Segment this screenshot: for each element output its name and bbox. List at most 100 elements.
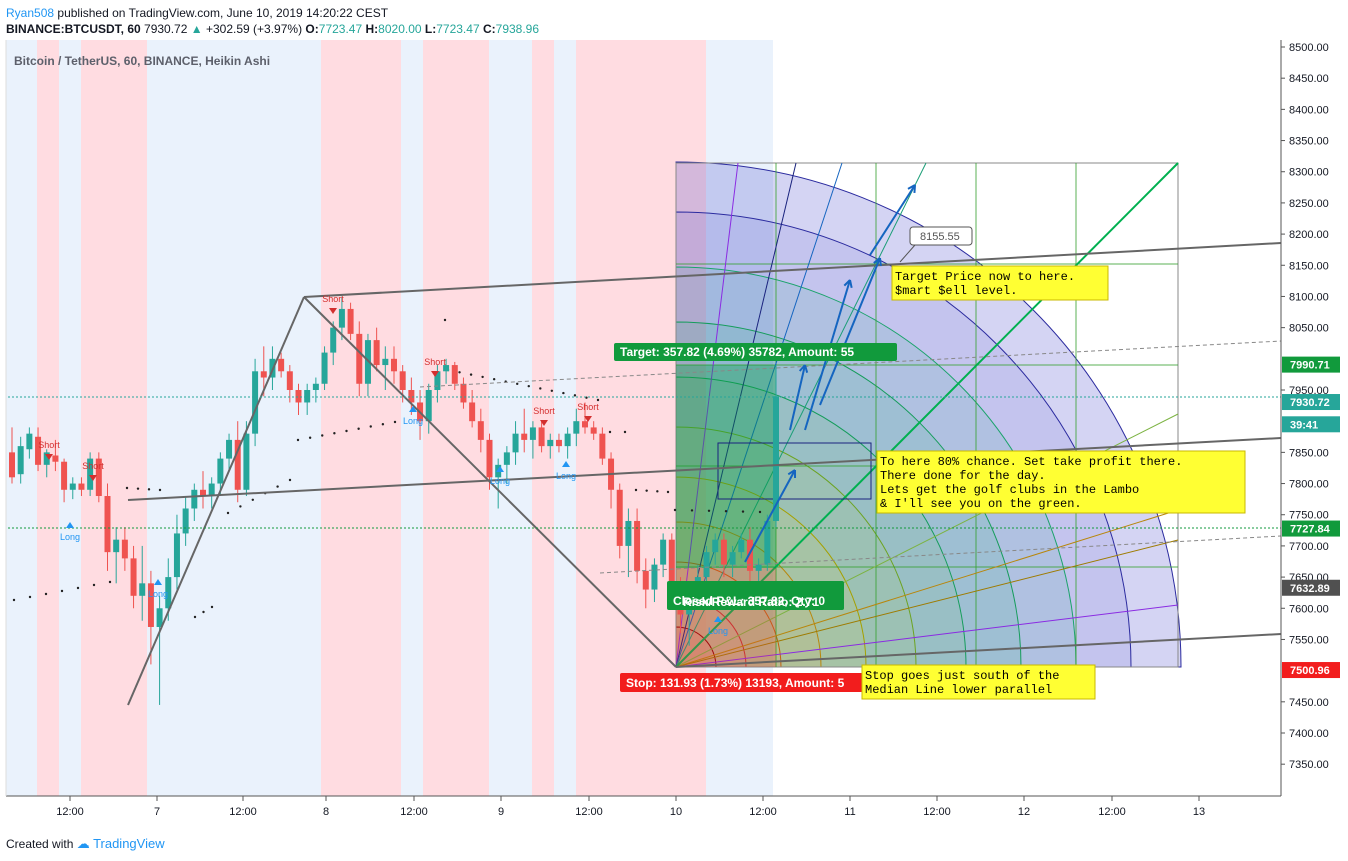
sar-dot bbox=[239, 505, 242, 508]
publish-info: published on TradingView.com, June 10, 2… bbox=[57, 6, 389, 20]
symbol: BINANCE:BTCUSDT, 60 bbox=[6, 22, 141, 36]
sar-dot bbox=[158, 488, 162, 492]
long-signal-label: Long bbox=[403, 416, 423, 426]
candle-body bbox=[460, 383, 467, 403]
candle-body bbox=[755, 564, 762, 571]
candle-body bbox=[616, 489, 623, 546]
time-tick-label: 7 bbox=[154, 806, 160, 818]
candle-body bbox=[17, 446, 24, 475]
short-signal-label: Short bbox=[322, 294, 344, 304]
candle-body bbox=[243, 433, 250, 490]
candle-body bbox=[217, 458, 224, 484]
pitchfork-lines[interactable] bbox=[0, 184, 1281, 706]
long-signal-label: Long bbox=[708, 626, 728, 636]
candle-body bbox=[642, 570, 649, 590]
candle-body bbox=[104, 496, 111, 553]
candle-body bbox=[312, 383, 319, 390]
forecast-arrow bbox=[819, 257, 881, 406]
sar-dot bbox=[136, 487, 140, 490]
sar-dot bbox=[645, 489, 648, 492]
price-tick-label: 7550.00 bbox=[1289, 634, 1329, 646]
short-arrow-icon bbox=[89, 475, 97, 481]
forecast-arrow bbox=[869, 184, 916, 256]
candle-body bbox=[278, 358, 285, 372]
candle-body bbox=[651, 564, 658, 590]
sar-dot bbox=[481, 375, 484, 379]
candle-body bbox=[408, 390, 415, 403]
blue-session-zone bbox=[489, 40, 532, 796]
candle-body bbox=[399, 371, 406, 390]
stop-label: Stop: 131.93 (1.73%) 13193, Amount: 5 bbox=[626, 676, 845, 690]
sar-dot bbox=[707, 509, 711, 512]
note-stop-line: Median Line lower parallel bbox=[865, 683, 1052, 697]
time-tick-label: 12:00 bbox=[400, 806, 428, 818]
time-tick-label: 12 bbox=[1018, 806, 1030, 818]
price-badge-bg bbox=[1282, 520, 1340, 537]
annotations[interactable]: Target: 357.82 (4.69%) 35782, Amount: 55… bbox=[614, 226, 1246, 700]
time-tick-label: 8 bbox=[323, 806, 329, 818]
sar-dot bbox=[550, 389, 554, 392]
forecast-arrow bbox=[789, 364, 806, 431]
close-value: 7938.96 bbox=[495, 22, 540, 36]
long-signal-label: Long bbox=[490, 476, 510, 486]
red-session-zone bbox=[423, 40, 489, 796]
red-session-zone bbox=[37, 40, 59, 796]
candle-body bbox=[156, 608, 163, 627]
candle-body bbox=[61, 461, 68, 490]
fan-ray bbox=[675, 604, 1179, 668]
candle-body bbox=[113, 539, 120, 553]
note-target-price-bg bbox=[891, 265, 1109, 301]
sar-dot bbox=[573, 394, 577, 397]
price-tick-label: 7750.00 bbox=[1289, 510, 1329, 522]
candle-body bbox=[503, 452, 510, 465]
candle-body bbox=[538, 427, 545, 447]
red-session-zone bbox=[81, 40, 147, 796]
open-value: 7723.47 bbox=[318, 22, 363, 36]
sar-dot bbox=[381, 423, 385, 426]
sar-dot bbox=[288, 478, 292, 482]
change-up-icon: ▲ bbox=[190, 22, 203, 36]
sar-dot bbox=[623, 430, 627, 434]
candle-body bbox=[330, 327, 337, 353]
forecast-arrowhead bbox=[798, 364, 809, 373]
sar-dot bbox=[516, 382, 519, 386]
candle-body bbox=[391, 358, 397, 372]
candle-body bbox=[634, 520, 641, 571]
short-signal-label: Short bbox=[82, 461, 104, 471]
candle-body bbox=[347, 308, 354, 334]
target-label-bg bbox=[614, 343, 897, 361]
time-tick-label: 12:00 bbox=[1098, 806, 1126, 818]
candle-body bbox=[121, 539, 128, 559]
price-tick-label: 8350.00 bbox=[1289, 136, 1329, 148]
sar-dot bbox=[666, 490, 670, 494]
candle-body bbox=[200, 489, 206, 497]
author-link[interactable]: Ryan508 bbox=[6, 6, 55, 20]
sar-dot bbox=[357, 427, 360, 430]
candle-body bbox=[226, 439, 233, 459]
candle-body bbox=[590, 427, 597, 434]
sar-dot bbox=[345, 429, 348, 433]
short-arrow-icon bbox=[431, 371, 439, 377]
note-target-price-line: $mart $ell level. bbox=[895, 284, 1017, 298]
publish-line: Ryan508 published on TradingView.com, Ju… bbox=[6, 6, 388, 20]
sar-dot bbox=[210, 605, 214, 609]
candle-body bbox=[477, 421, 484, 440]
time-tick-label: 13 bbox=[1193, 806, 1205, 818]
candle-body bbox=[130, 558, 137, 596]
sar-dot bbox=[333, 432, 336, 435]
axes: 8500.00 8450.00 8400.00 8350.00 8300.00 8250.… bbox=[5, 40, 1348, 818]
candle-body bbox=[434, 371, 441, 390]
blue-session-zone bbox=[554, 40, 576, 796]
sar-dot bbox=[308, 436, 312, 439]
price-tick-label: 8050.00 bbox=[1289, 323, 1329, 335]
footer: Created with ☁ TradingView bbox=[6, 836, 165, 851]
candle-body bbox=[573, 421, 580, 434]
sar-dot bbox=[147, 488, 151, 491]
blue-session-zone bbox=[147, 40, 321, 796]
tradingview-link[interactable]: TradingView bbox=[93, 836, 165, 851]
price-tick-label: 7450.00 bbox=[1289, 697, 1329, 709]
note-stop-bg bbox=[861, 664, 1096, 700]
candle-body bbox=[78, 483, 85, 490]
note-take-profit-line: Lets get the golf clubs in the Lambo bbox=[880, 483, 1139, 497]
